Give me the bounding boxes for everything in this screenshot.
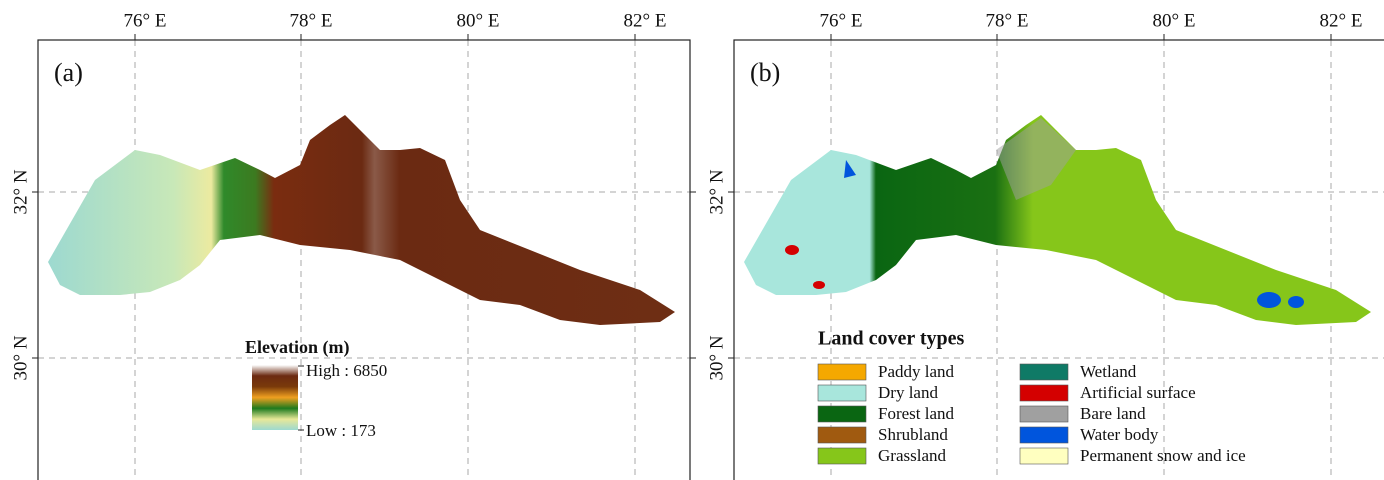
- lon-label: 78° E: [986, 10, 1029, 31]
- lat-label: 32° N: [10, 169, 31, 214]
- water-body: [1257, 292, 1281, 308]
- lat-label: 30° N: [706, 335, 727, 380]
- legend-label: Grassland: [878, 446, 946, 465]
- legend-label: Wetland: [1080, 362, 1137, 381]
- legend-swatch: [817, 384, 867, 402]
- panel-label: (b): [750, 58, 780, 87]
- legend-swatch: [817, 447, 867, 465]
- legend-swatch: [1019, 405, 1069, 423]
- legend-title: Elevation (m): [245, 337, 349, 358]
- legend-label: Paddy land: [878, 362, 955, 381]
- legend-label: Forest land: [878, 404, 955, 423]
- artificial-surface: [785, 245, 799, 255]
- lon-label: 82° E: [1320, 10, 1363, 31]
- map-panel: 76° E 78° E 80° E 82° E 32° N 30° N (b) Land co…: [706, 10, 1384, 480]
- lon-label: 82° E: [624, 10, 667, 31]
- lat-label: 30° N: [10, 335, 31, 380]
- lon-label: 80° E: [1153, 10, 1196, 31]
- legend-label: Permanent snow and ice: [1080, 446, 1246, 465]
- legend-high: High : 6850: [306, 361, 387, 380]
- legend-label: Bare land: [1080, 404, 1146, 423]
- lat-label: 32° N: [706, 169, 727, 214]
- legend-swatch: [1019, 426, 1069, 444]
- legend-swatch: [817, 426, 867, 444]
- legend-label: Dry land: [878, 383, 938, 402]
- artificial-surface: [813, 281, 825, 289]
- legend-swatch: [1019, 447, 1069, 465]
- legend-title: Land cover types: [818, 328, 965, 350]
- legend-swatch: [1019, 384, 1069, 402]
- basin: [48, 115, 675, 325]
- map-frame: [37, 39, 691, 480]
- water-body: [844, 160, 856, 178]
- legend-swatch: [1019, 363, 1069, 381]
- legend-label: Water body: [1080, 425, 1159, 444]
- elevation-bar: [252, 365, 298, 430]
- panels: 76° E 78° E 80° E 82° E 32° N 30° N (a) Elevati…: [10, 10, 1384, 480]
- legend-swatch: [817, 363, 867, 381]
- lon-label: 78° E: [290, 10, 333, 31]
- legend-low: Low : 173: [306, 421, 376, 440]
- map-frame: [733, 39, 1384, 480]
- map-panel: 76° E 78° E 80° E 82° E 32° N 30° N (a) Elevati…: [10, 10, 696, 480]
- legend-swatch: [817, 405, 867, 423]
- legend-label: Artificial surface: [1080, 383, 1196, 402]
- legend-label: Shrubland: [878, 425, 948, 444]
- panel-label: (a): [54, 58, 83, 87]
- lon-label: 76° E: [124, 10, 167, 31]
- water-body: [1288, 296, 1304, 308]
- lon-label: 76° E: [820, 10, 863, 31]
- lon-label: 80° E: [457, 10, 500, 31]
- bare-land: [996, 118, 1076, 200]
